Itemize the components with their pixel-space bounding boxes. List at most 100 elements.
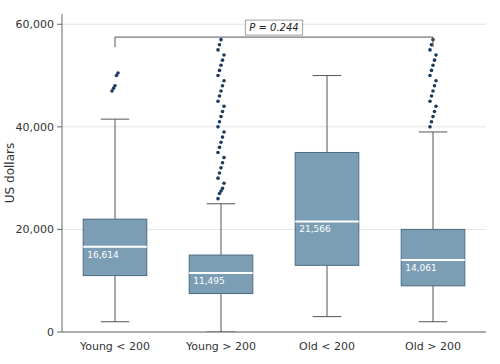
outlier [222, 156, 226, 160]
box [295, 152, 359, 265]
outlier [219, 38, 223, 42]
box [189, 255, 253, 293]
outlier [221, 187, 225, 191]
y-tick [57, 24, 62, 25]
whisker-low [327, 265, 328, 316]
grid-line [62, 332, 486, 333]
outlier [219, 89, 223, 93]
outlier [222, 181, 226, 185]
whisker-low [433, 286, 434, 322]
outlier [430, 69, 434, 73]
y-tick-label: 40,000 [16, 121, 55, 134]
whisker-high [327, 76, 328, 153]
median-line [401, 259, 465, 261]
outlier [113, 84, 117, 88]
outlier [219, 115, 223, 119]
grid-line [62, 126, 486, 127]
box-group [401, 38, 465, 322]
median-label: 14,061 [405, 263, 437, 273]
outlier [434, 105, 438, 109]
outlier [428, 99, 432, 103]
outlier [430, 94, 434, 98]
outlier [431, 63, 435, 67]
grid [62, 24, 486, 332]
y-tick-label: 60,000 [16, 18, 55, 31]
outlier [431, 89, 435, 93]
outlier [216, 125, 220, 129]
outlier [221, 58, 225, 62]
box-group [295, 76, 359, 317]
whisker-low [115, 276, 116, 322]
marks [83, 38, 465, 332]
outlier [221, 84, 225, 88]
y-tick [57, 332, 62, 333]
box [401, 229, 465, 285]
outlier [219, 63, 223, 67]
outlier [433, 110, 437, 114]
outlier [431, 115, 435, 119]
outlier [216, 151, 220, 155]
outlier [430, 120, 434, 124]
outlier [428, 74, 432, 78]
x-tick-label: Young < 200 [79, 340, 150, 353]
outlier [221, 110, 225, 114]
x-tick-label: Old < 200 [299, 340, 355, 353]
outlier [216, 48, 220, 52]
x-tick-label: Old > 200 [405, 340, 461, 353]
whisker-cap-high [101, 119, 130, 120]
outlier [222, 130, 226, 134]
outlier [218, 43, 222, 47]
labels: 16,614 11,495 21,566 14,061 [87, 224, 437, 286]
outlier [434, 79, 438, 83]
whisker-low [221, 294, 222, 332]
x-tick-label: Young > 200 [185, 340, 256, 353]
outlier [216, 74, 220, 78]
median-label: 21,566 [299, 224, 331, 234]
bracket: P = 0.244 [115, 20, 433, 47]
x-axis-line [62, 332, 486, 333]
whisker-cap-low [313, 316, 342, 317]
median-line [83, 246, 147, 248]
p-value: P = 0.244 [249, 22, 298, 33]
whisker-high [433, 132, 434, 229]
whisker-high [221, 204, 222, 255]
bracket-line [115, 37, 433, 47]
outlier [218, 69, 222, 73]
outlier [222, 53, 226, 57]
outlier [218, 94, 222, 98]
outlier [219, 140, 223, 144]
box-group [189, 38, 253, 332]
whisker-cap-high [207, 203, 236, 204]
outlier [428, 125, 432, 129]
y-tick-label: 20,000 [16, 223, 55, 236]
median-label: 16,614 [87, 250, 119, 260]
p-value-box [245, 20, 302, 35]
outlier [218, 146, 222, 150]
outlier [222, 79, 226, 83]
y-tick [57, 229, 62, 230]
outlier [216, 176, 220, 180]
median-label: 11,495 [193, 276, 225, 286]
outlier [216, 99, 220, 103]
whisker-high [115, 119, 116, 219]
box [83, 219, 147, 275]
chart: 0 20,000 40,000 60,000 Young < 200 Young > 20… [0, 0, 500, 364]
outlier [219, 166, 223, 170]
box-group [83, 71, 147, 322]
y-axis-label: US dollars [3, 143, 17, 203]
y-tick [57, 126, 62, 127]
outlier [434, 53, 438, 57]
whisker-cap-low [101, 321, 130, 322]
outlier [218, 171, 222, 175]
y-tick-label: 0 [47, 326, 54, 339]
outlier [218, 120, 222, 124]
median-line [295, 220, 359, 222]
outlier [116, 71, 120, 75]
outlier [221, 135, 225, 139]
outlier [433, 84, 437, 88]
whisker-cap-low [207, 332, 236, 333]
whisker-cap-low [419, 321, 448, 322]
outlier [221, 161, 225, 165]
whisker-cap-high [419, 131, 448, 132]
axes: 0 20,000 40,000 60,000 Young < 200 Young > 20… [16, 14, 487, 353]
